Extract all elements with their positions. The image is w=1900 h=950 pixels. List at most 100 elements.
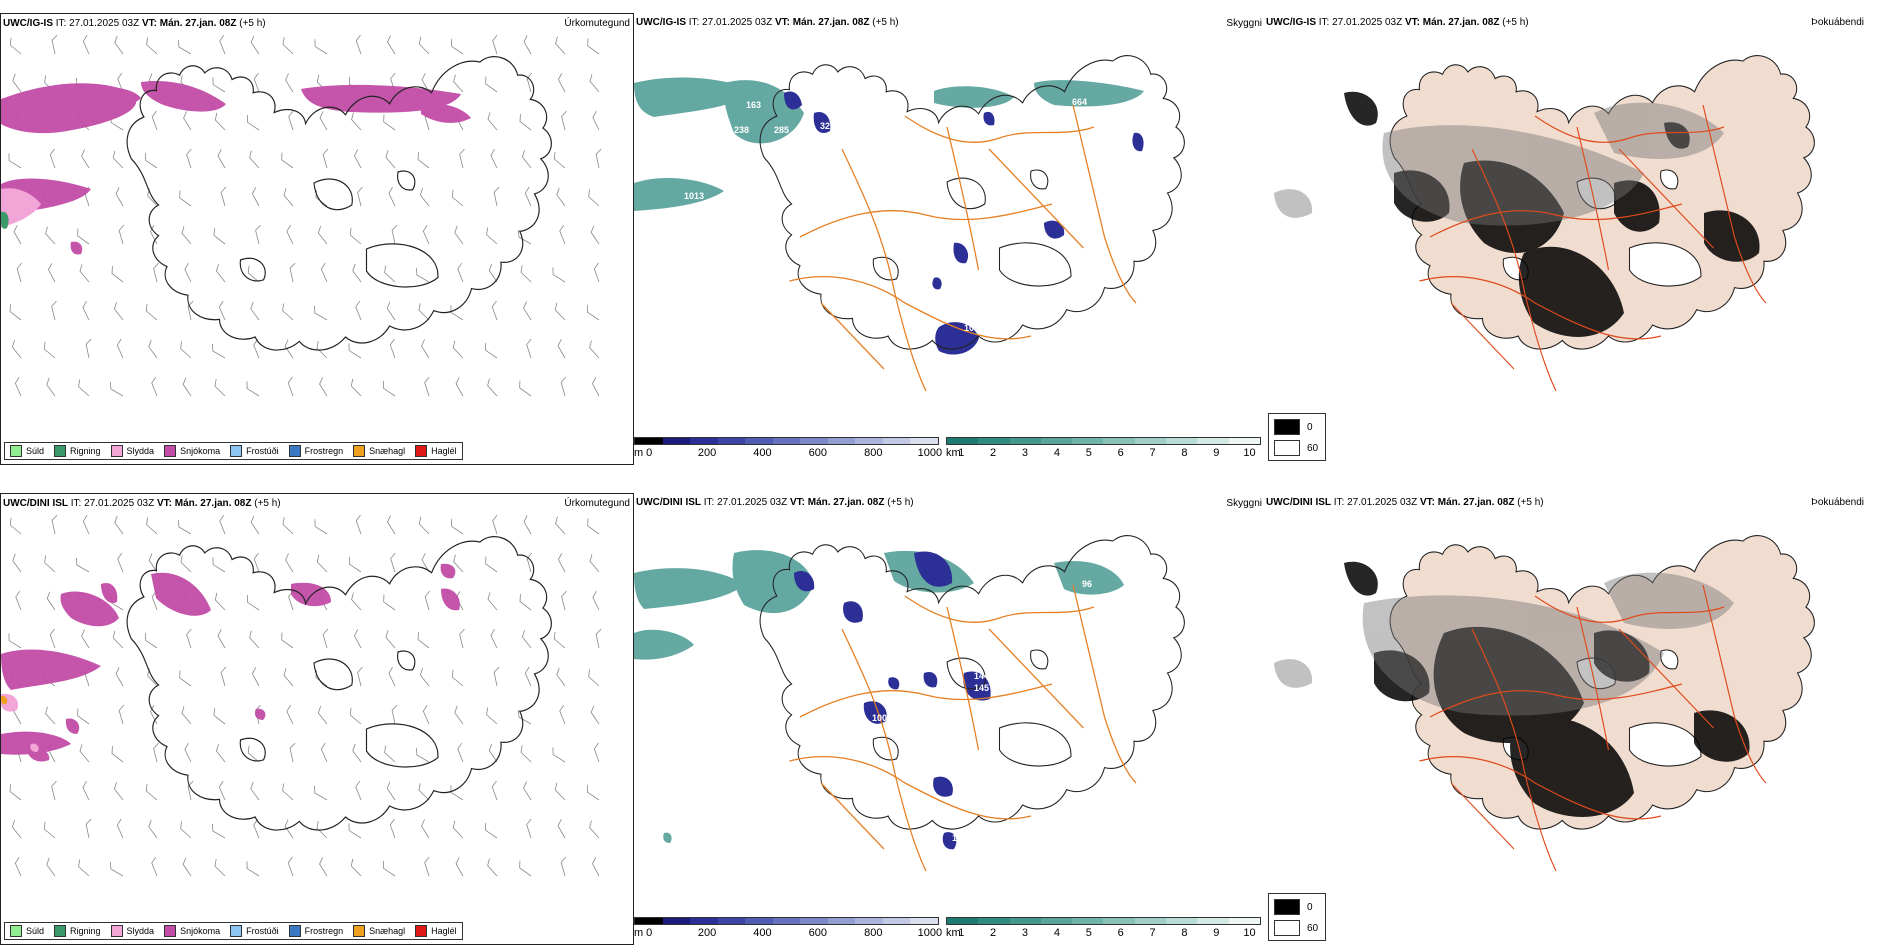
wind-barb (388, 186, 396, 207)
wind-barb (144, 632, 158, 649)
wind-barb (593, 742, 600, 763)
wind-barb (246, 381, 260, 397)
wind-barb (519, 380, 532, 397)
legend-swatch (288, 445, 301, 457)
wind-barb (113, 301, 124, 321)
colorbar-bin (717, 438, 746, 444)
colorbar-tick-label: 7 (1149, 447, 1156, 459)
colorbar-tick-label: 1000 (917, 927, 943, 939)
wind-barb (45, 706, 56, 725)
colorbar-bin (1009, 438, 1041, 444)
wind-barb (518, 229, 532, 245)
wind-barb (519, 594, 532, 611)
road-line (841, 148, 927, 392)
colorbar-bin (717, 918, 746, 924)
legend-swatch (10, 925, 22, 937)
wind-barb (148, 553, 158, 573)
colorbar-unit: km (946, 447, 961, 459)
legend-swatch (110, 925, 123, 937)
panel-header: UWC/IG-IS IT: 27.01.2025 03Z VT: Mán. 27… (636, 17, 899, 28)
wind-barb (590, 705, 600, 725)
wind-barb (521, 629, 532, 649)
wind-barb (588, 189, 600, 207)
wind-barb (12, 553, 22, 573)
wind-barb (586, 784, 600, 801)
visibility-value-label: 1013 (684, 191, 704, 201)
glacier-outline (1628, 242, 1702, 287)
wind-barb (182, 857, 192, 877)
wind-barb (9, 37, 22, 55)
legend-swatch (288, 925, 301, 937)
wind-barb (384, 265, 396, 283)
colorbar-bin (1072, 438, 1104, 444)
visibility-panel-bottom: UWC/DINI ISL IT: 27.01.2025 03Z VT: Mán.… (634, 493, 1264, 945)
wind-barb (9, 517, 22, 535)
legend-swatch (415, 925, 428, 937)
wind-barb (151, 376, 158, 397)
wind-barb (253, 552, 260, 573)
fog-map (1274, 55, 1815, 392)
wind-barb (452, 340, 464, 359)
colorbar-bin (1040, 438, 1073, 444)
colorbar-tick-label: 8 (1181, 447, 1188, 459)
wind-barb (178, 519, 192, 535)
colorbar-bin (1197, 438, 1229, 444)
wind-barb (186, 628, 192, 649)
visibility-value-label: 144 (974, 671, 989, 681)
wind-barb (184, 742, 192, 763)
wind-barb (455, 857, 464, 877)
wind-barb (419, 187, 430, 207)
wind-barb (283, 188, 294, 207)
colorbar-bin (635, 918, 663, 924)
colorbar-bin (1103, 438, 1135, 444)
wind-barb (247, 265, 260, 283)
visibility-value-label: 100 (872, 713, 887, 723)
wind-barb (253, 72, 260, 93)
colorbar-tick-label: 3 (1021, 447, 1029, 459)
wind-barb (518, 709, 532, 725)
wind-barb (348, 823, 362, 839)
legend-label: Snjókoma (180, 926, 221, 936)
road-line (904, 115, 1095, 143)
colorbar-bin (910, 438, 939, 444)
wind-barb (213, 228, 226, 245)
colorbar-tick-label: 3 (1021, 927, 1029, 939)
wind-barb (214, 379, 226, 397)
wind-barb (78, 379, 90, 397)
wind-barb (353, 629, 362, 649)
visibility-value-label: 153 (934, 751, 949, 761)
wind-barb (491, 780, 498, 801)
wind-barb (250, 301, 260, 321)
panel-header: UWC/IG-IS IT: 27.01.2025 03Z VT: Mán. 27… (1266, 17, 1529, 28)
legend-item: Slydda (110, 925, 154, 937)
road-line (820, 782, 885, 850)
colorbar-bin (827, 438, 856, 444)
precip-map (1, 34, 602, 397)
wind-barb (424, 376, 430, 397)
wind-barb (386, 301, 396, 321)
visibility-value-label: 285 (774, 125, 789, 135)
wind-barb (524, 186, 532, 207)
colorbar-bin (1166, 438, 1198, 444)
colorbar-bin (827, 918, 856, 924)
road-line (988, 148, 1084, 249)
wind-barb (285, 73, 294, 93)
wind-barb (9, 784, 22, 801)
wind-barb (519, 114, 532, 131)
wind-barb (521, 149, 532, 169)
precip-type-legend: Súld Rigning Slydda Snjókoma Frostúði Frostre… (4, 442, 463, 460)
wind-barb (487, 592, 498, 611)
colorbar-tick-label: 4 (1053, 927, 1060, 939)
colorbar-bin (1009, 918, 1041, 924)
wind-barb (391, 224, 398, 245)
colorbar-tick-label: 10 (1243, 447, 1256, 459)
wind-barb (286, 704, 294, 725)
wind-barb (416, 747, 430, 763)
colorbar-tick-label: 200 (697, 447, 717, 459)
wind-barb (416, 267, 430, 283)
colorbar-tick-label: 200 (697, 927, 717, 939)
glacier-outline (239, 737, 266, 762)
wind-barb (553, 151, 566, 169)
wind-barb (282, 37, 294, 55)
wind-barb (557, 553, 566, 573)
